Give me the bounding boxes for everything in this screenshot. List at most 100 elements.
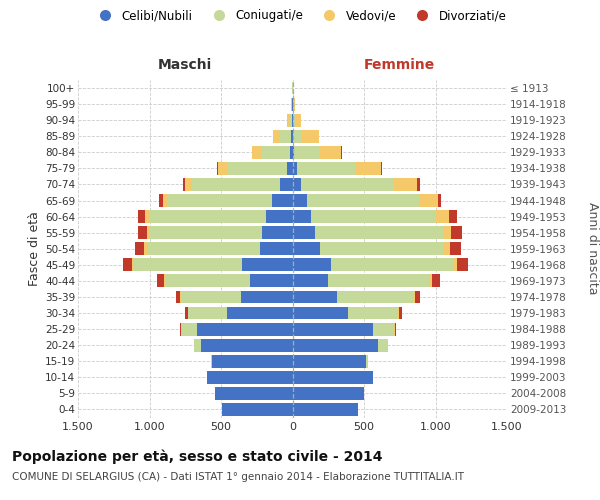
Bar (180, 290, 181, 304)
Bar (307, 194, 420, 207)
Bar (274, 130, 280, 142)
Bar (124, 258, 133, 271)
Bar (241, 290, 293, 304)
Bar (227, 306, 293, 320)
Bar (293, 371, 373, 384)
Bar (138, 226, 147, 239)
Bar (379, 339, 388, 351)
Bar (146, 242, 260, 255)
Bar (451, 226, 463, 239)
Bar (287, 162, 293, 175)
Bar (355, 162, 381, 175)
Bar (319, 146, 341, 158)
Bar (293, 114, 295, 126)
Bar (136, 242, 144, 255)
Bar (193, 178, 280, 191)
Bar (293, 210, 311, 223)
Bar (293, 258, 331, 271)
Bar (194, 339, 201, 351)
Bar (157, 274, 164, 287)
Bar (395, 322, 396, 336)
Y-axis label: Anni di nascita: Anni di nascita (586, 202, 599, 295)
Text: COMUNE DI SELARGIUS (CA) - Dati ISTAT 1° gennaio 2014 - Elaborazione TUTTITALIA.: COMUNE DI SELARGIUS (CA) - Dati ISTAT 1°… (12, 472, 464, 482)
Bar (429, 274, 432, 287)
Bar (215, 387, 293, 400)
Bar (296, 162, 355, 175)
Bar (452, 258, 457, 271)
Bar (293, 130, 302, 142)
Bar (218, 162, 227, 175)
Bar (293, 339, 379, 351)
Bar (181, 290, 241, 304)
Bar (311, 210, 436, 223)
Bar (331, 258, 452, 271)
Bar (223, 403, 293, 416)
Bar (149, 226, 262, 239)
Bar (134, 258, 242, 271)
Bar (293, 162, 296, 175)
Bar (188, 306, 227, 320)
Bar (176, 290, 180, 304)
Bar (290, 146, 293, 158)
Bar (147, 226, 149, 239)
Bar (293, 242, 320, 255)
Bar (373, 322, 394, 336)
Bar (366, 355, 368, 368)
Text: Popolazione per età, sesso e stato civile - 2014: Popolazione per età, sesso e stato civil… (12, 450, 383, 464)
Bar (250, 274, 293, 287)
Bar (133, 258, 134, 271)
Bar (432, 274, 440, 287)
Bar (437, 194, 442, 207)
Bar (293, 274, 328, 287)
Bar (217, 162, 218, 175)
Bar (164, 274, 165, 287)
Bar (398, 306, 399, 320)
Bar (197, 322, 293, 336)
Bar (394, 178, 418, 191)
Bar (180, 322, 181, 336)
Bar (444, 242, 450, 255)
Bar (293, 403, 358, 416)
Bar (348, 306, 398, 320)
Text: Femmine: Femmine (364, 58, 436, 71)
Bar (293, 226, 316, 239)
Bar (293, 306, 348, 320)
Bar (457, 258, 469, 271)
Bar (149, 210, 266, 223)
Bar (260, 242, 293, 255)
Bar (381, 162, 382, 175)
Bar (316, 226, 443, 239)
Bar (293, 98, 295, 110)
Bar (293, 178, 301, 191)
Legend: Celibi/Nubili, Coniugati/e, Vedovi/e, Divorziati/e: Celibi/Nubili, Coniugati/e, Vedovi/e, Di… (90, 6, 510, 26)
Bar (211, 355, 212, 368)
Bar (320, 242, 444, 255)
Bar (301, 178, 394, 191)
Bar (262, 146, 290, 158)
Bar (293, 290, 337, 304)
Bar (293, 387, 364, 400)
Bar (138, 210, 145, 223)
Bar (399, 306, 401, 320)
Y-axis label: Fasce di età: Fasce di età (28, 212, 41, 286)
Bar (443, 226, 451, 239)
Bar (253, 146, 262, 158)
Bar (293, 194, 307, 207)
Bar (294, 146, 319, 158)
Bar (280, 178, 293, 191)
Bar (165, 274, 250, 287)
Bar (242, 258, 293, 271)
Bar (181, 322, 197, 336)
Bar (145, 210, 149, 223)
Bar (266, 210, 293, 223)
Bar (144, 242, 146, 255)
Bar (418, 178, 419, 191)
Bar (182, 178, 185, 191)
Bar (163, 194, 167, 207)
Bar (185, 306, 188, 320)
Bar (293, 355, 366, 368)
Bar (227, 162, 287, 175)
Bar (328, 274, 429, 287)
Bar (206, 371, 293, 384)
Bar (449, 210, 457, 223)
